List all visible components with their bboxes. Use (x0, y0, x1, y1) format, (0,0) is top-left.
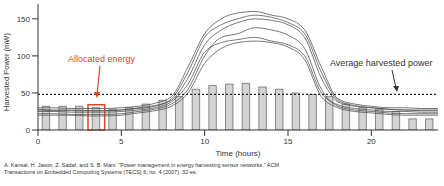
svg-text:150: 150 (17, 15, 31, 24)
svg-text:20: 20 (367, 137, 376, 146)
html-text:A. Kansal, H. Jason, Z. Sadaf,: A. Kansal, H. Jason, Z. Sadaf, and S. B.… (4, 162, 280, 175)
svg-text:0: 0 (26, 126, 31, 135)
svg-text:50: 50 (21, 89, 30, 98)
svg-text:Harvested Power (mW): Harvested Power (mW) (8, 33, 11, 111)
svg-text:5: 5 (119, 137, 124, 146)
svg-text:100: 100 (17, 52, 31, 61)
svg-text:Time (hours): Time (hours) (215, 149, 260, 158)
svg-text:0: 0 (36, 137, 41, 146)
html-text:Allocated energy: Allocated energy (68, 54, 135, 64)
svg-text:15: 15 (284, 137, 293, 146)
html-text:Average harvested power: Average harvested power (330, 58, 433, 68)
svg-text:10: 10 (200, 137, 209, 146)
